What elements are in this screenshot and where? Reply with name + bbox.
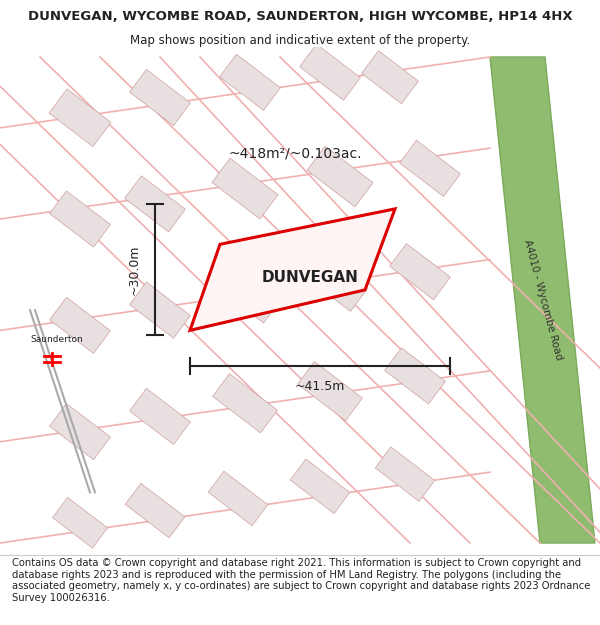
Polygon shape — [130, 282, 190, 338]
Text: ~41.5m: ~41.5m — [295, 380, 345, 393]
Polygon shape — [220, 54, 280, 111]
Polygon shape — [389, 244, 451, 300]
Polygon shape — [212, 158, 278, 219]
Polygon shape — [50, 298, 110, 353]
Text: DUNVEGAN: DUNVEGAN — [262, 270, 358, 285]
Text: A4010 - Wycombe Road: A4010 - Wycombe Road — [522, 239, 564, 361]
Polygon shape — [130, 388, 190, 444]
Polygon shape — [490, 57, 595, 543]
Polygon shape — [212, 374, 277, 433]
Polygon shape — [125, 483, 185, 538]
Polygon shape — [302, 252, 367, 311]
Polygon shape — [130, 69, 190, 126]
Text: ~418m²/~0.103ac.: ~418m²/~0.103ac. — [228, 146, 362, 160]
Polygon shape — [50, 404, 110, 460]
Polygon shape — [385, 348, 445, 404]
Text: Saunderton: Saunderton — [31, 334, 83, 344]
Polygon shape — [307, 146, 373, 207]
Text: Contains OS data © Crown copyright and database right 2021. This information is : Contains OS data © Crown copyright and d… — [12, 558, 590, 603]
Text: DUNVEGAN, WYCOMBE ROAD, SAUNDERTON, HIGH WYCOMBE, HP14 4HX: DUNVEGAN, WYCOMBE ROAD, SAUNDERTON, HIGH… — [28, 10, 572, 23]
Polygon shape — [362, 51, 418, 104]
Polygon shape — [190, 209, 395, 331]
Polygon shape — [290, 459, 350, 514]
Polygon shape — [298, 361, 362, 421]
Polygon shape — [53, 498, 107, 548]
Text: Map shows position and indicative extent of the property.: Map shows position and indicative extent… — [130, 34, 470, 47]
Polygon shape — [49, 89, 111, 147]
Polygon shape — [208, 471, 268, 526]
Polygon shape — [375, 447, 435, 501]
Polygon shape — [220, 267, 280, 323]
Polygon shape — [50, 191, 110, 247]
Polygon shape — [400, 140, 460, 196]
Text: ~30.0m: ~30.0m — [128, 244, 141, 295]
Polygon shape — [125, 176, 185, 232]
Polygon shape — [299, 44, 361, 100]
